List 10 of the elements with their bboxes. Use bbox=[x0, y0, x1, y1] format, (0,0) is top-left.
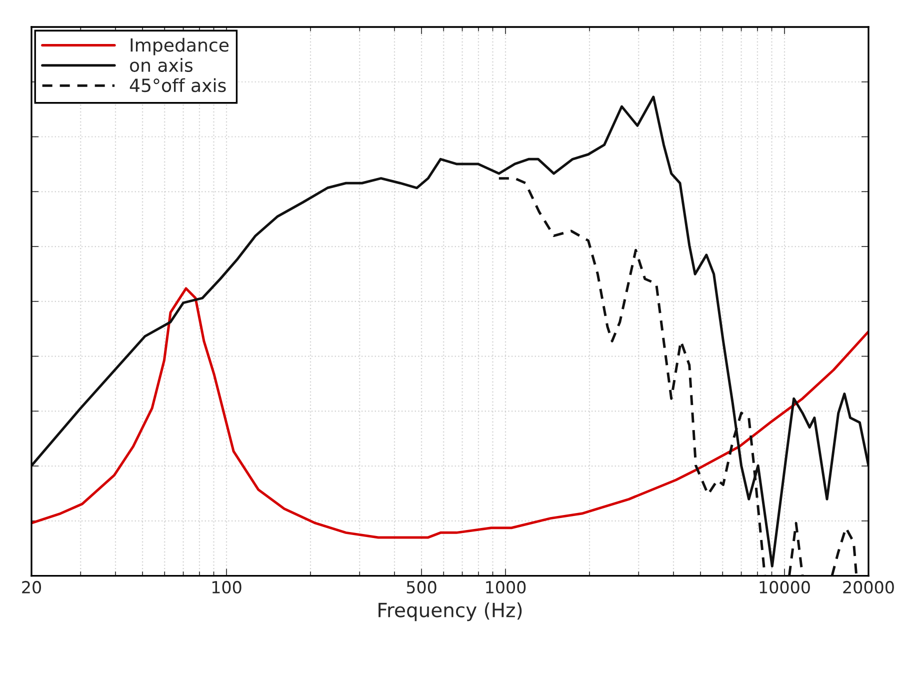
legend-label: Impedance bbox=[130, 38, 229, 56]
x-tick-label: 10000 bbox=[760, 580, 810, 594]
legend-label: 45°off axis bbox=[130, 78, 226, 92]
x-tick-label: 20000 bbox=[843, 580, 894, 594]
x-tick-label: 100 bbox=[212, 580, 242, 594]
x-tick-label: 1000 bbox=[486, 580, 526, 594]
x-axis-title: Frequency (Hz) bbox=[378, 602, 522, 622]
x-tick-label: 20 bbox=[22, 580, 41, 594]
x-tick-label: 500 bbox=[406, 580, 436, 594]
legend-label: on axis bbox=[130, 58, 193, 72]
